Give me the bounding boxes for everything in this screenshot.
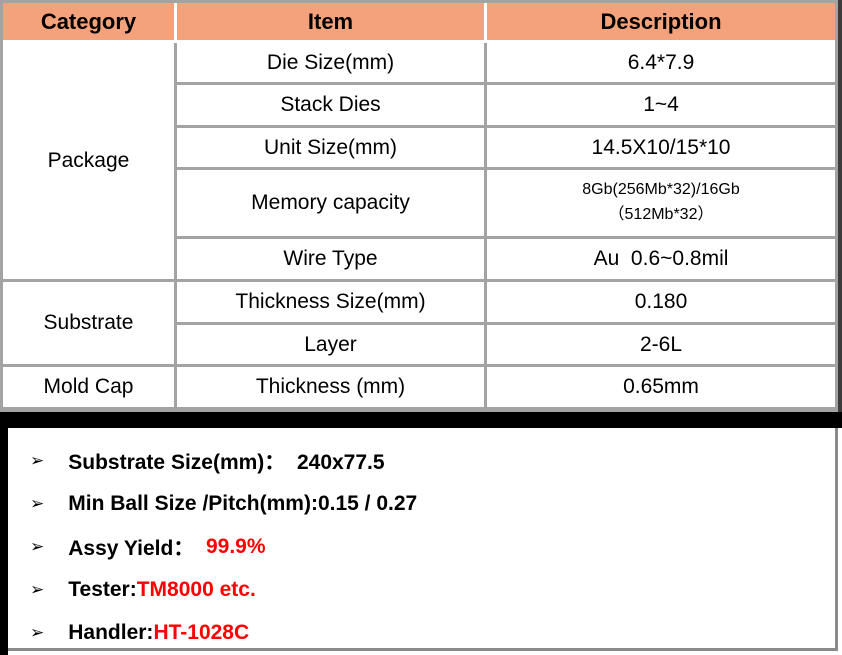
item-wire-type: Wire Type — [177, 239, 484, 279]
item-die-size: Die Size(mm) — [177, 43, 484, 82]
note-value-red: HT-1028C — [153, 620, 250, 644]
notes-list: ➢ Substrate Size(mm)： 240x77.5 ➢ Min Ball S… — [8, 428, 835, 654]
header-item: Item — [177, 3, 484, 40]
notes-left-divider — [0, 412, 8, 655]
desc-layer: 2-6L — [487, 325, 835, 364]
note-text: Assy Yield： — [68, 536, 206, 560]
item-memory-capacity: Memory capacity — [177, 170, 484, 236]
list-item: ➢ Min Ball Size /Pitch(mm):0.15 / 0.27 — [30, 482, 835, 525]
desc-memory-capacity: 8Gb(256Mb*32)/16Gb （512Mb*32） — [487, 170, 835, 236]
note-value-red: 99.9% — [205, 534, 266, 558]
item-thickness-size: Thickness Size(mm) — [177, 282, 484, 322]
arrow-bullet-icon: ➢ — [30, 493, 45, 513]
notes-top-divider — [0, 412, 842, 428]
note-value-red: TM8000 etc. — [136, 577, 256, 601]
desc-mold-thickness: 0.65mm — [487, 367, 835, 407]
table-right-edge — [838, 0, 842, 412]
desc-wire-type: Au 0.6~0.8mil — [487, 239, 835, 279]
category-package: Package — [3, 43, 174, 279]
item-layer: Layer — [177, 325, 484, 364]
category-substrate: Substrate — [3, 282, 174, 364]
note-text: Min Ball Size /Pitch(mm):0.15 / 0.27 — [68, 491, 418, 515]
item-unit-size: Unit Size(mm) — [177, 128, 484, 167]
desc-unit-size: 14.5X10/15*10 — [487, 128, 835, 167]
desc-stack-dies: 1~4 — [487, 85, 835, 125]
category-mold-cap: Mold Cap — [3, 367, 174, 407]
note-text: Handler: — [68, 620, 154, 644]
notes-box: ➢ Substrate Size(mm)： 240x77.5 ➢ Min Ball S… — [8, 428, 838, 651]
list-item: ➢ Assy Yield： 99.9% — [30, 525, 835, 568]
arrow-bullet-icon: ➢ — [30, 579, 45, 599]
arrow-bullet-icon: ➢ — [30, 622, 45, 642]
spec-table: Category Item Description Package Die Si… — [0, 0, 838, 412]
arrow-bullet-icon: ➢ — [30, 536, 45, 556]
arrow-bullet-icon: ➢ — [30, 450, 45, 470]
note-text: Tester: — [68, 577, 137, 601]
note-text: Substrate Size(mm)： 240x77.5 — [68, 450, 385, 474]
desc-thickness-size: 0.180 — [487, 282, 835, 322]
desc-die-size: 6.4*7.9 — [487, 43, 835, 82]
item-mold-thickness: Thickness (mm) — [177, 367, 484, 407]
item-stack-dies: Stack Dies — [177, 85, 484, 125]
table-header-row: Category Item Description — [3, 3, 835, 43]
list-item: ➢ Substrate Size(mm)： 240x77.5 — [30, 439, 835, 482]
header-description: Description — [487, 3, 835, 40]
table-body: Package Die Size(mm) 6.4*7.9 Stack Dies … — [3, 43, 835, 407]
list-item: ➢ Tester: TM8000 etc. — [30, 568, 835, 611]
notes-panel: ➢ Substrate Size(mm)： 240x77.5 ➢ Min Ball S… — [0, 412, 842, 655]
header-category: Category — [3, 3, 174, 40]
list-item: ➢ Handler: HT-1028C — [30, 611, 835, 654]
